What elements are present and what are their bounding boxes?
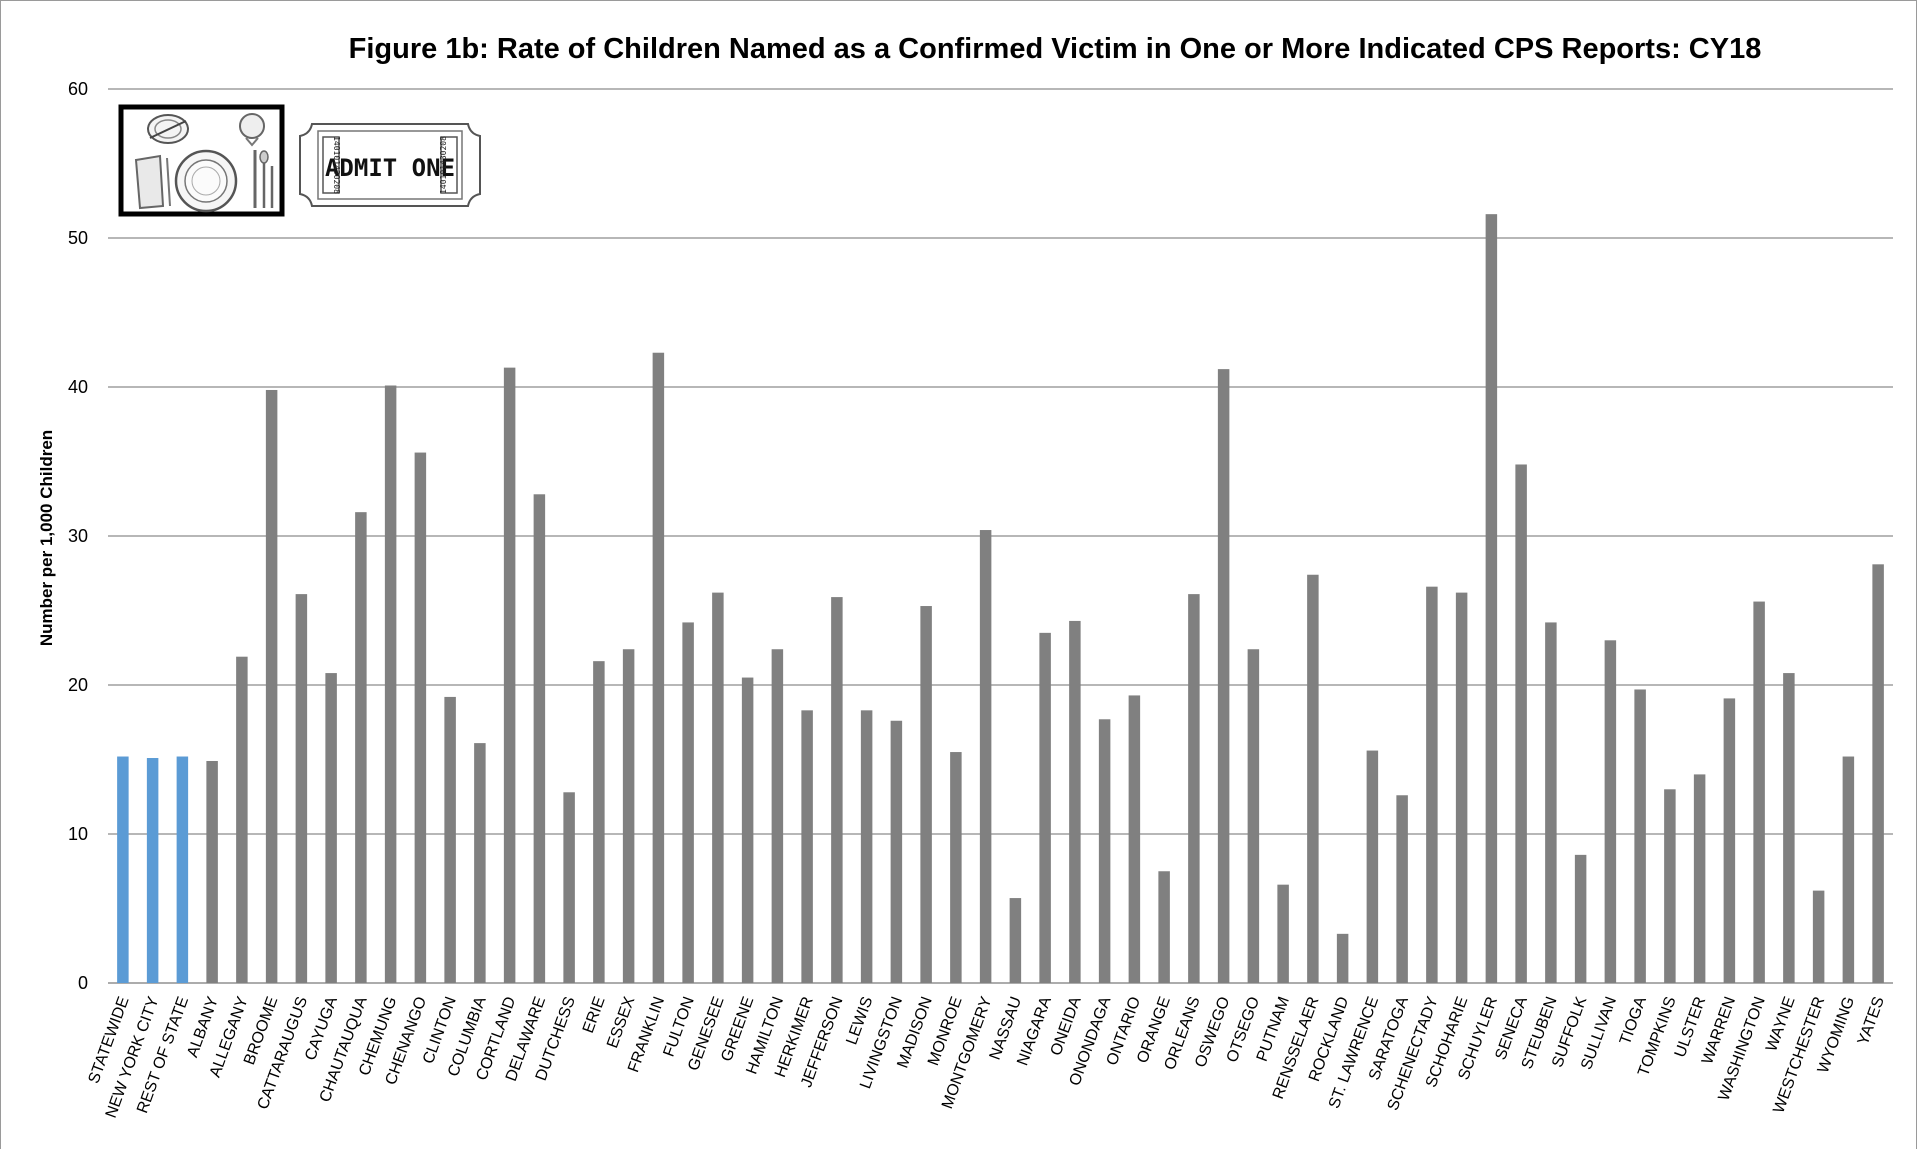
- y-tick-label: 40: [68, 377, 88, 397]
- bar-wyoming: [1842, 756, 1855, 983]
- y-tick-label: 0: [78, 973, 88, 993]
- bar-montgomery: [979, 530, 992, 983]
- bar-schenectady: [1426, 586, 1438, 983]
- bar-genesee: [712, 592, 724, 983]
- bar-rest-of-state: [176, 756, 189, 983]
- bar-chautauqua: [355, 512, 367, 983]
- bar-warren: [1723, 698, 1736, 983]
- bar-westchester: [1812, 890, 1825, 983]
- bar-new-york-city: [146, 758, 159, 983]
- chart-title: Figure 1b: Rate of Children Named as a C…: [349, 33, 1762, 65]
- bar-oswego: [1217, 369, 1230, 983]
- bar-clinton: [444, 696, 456, 983]
- bar-fulton: [682, 622, 694, 983]
- y-tick-label: 20: [68, 675, 88, 695]
- y-tick-label: 10: [68, 824, 88, 844]
- bar-wayne: [1783, 673, 1795, 983]
- bar-ontario: [1128, 695, 1141, 983]
- bar-rockland: [1336, 933, 1349, 983]
- bar-orleans: [1188, 594, 1200, 983]
- ticket-serial-left: 140101430208: [332, 136, 341, 194]
- ticket-text: ADMIT ONE: [325, 154, 455, 182]
- bar-orange: [1158, 871, 1170, 983]
- bar-st-lawrence: [1366, 750, 1379, 983]
- ticket-icon: ADMIT ONE 140101430208 140101430208: [299, 123, 481, 207]
- bar-greene: [741, 677, 754, 983]
- bar-sullivan: [1604, 640, 1617, 983]
- x-tick-label: LEWIS: [843, 995, 876, 1048]
- bar-chenango: [414, 452, 427, 983]
- bar-livingston: [890, 720, 903, 983]
- bar-schuyler: [1485, 214, 1498, 983]
- bar-madison: [920, 606, 932, 983]
- bar-herkimer: [801, 710, 813, 983]
- bar-allegany: [236, 656, 248, 983]
- place-setting-icon: [118, 104, 285, 217]
- x-tick-label: YATES: [1855, 995, 1888, 1048]
- bar-oneida: [1069, 620, 1081, 983]
- bar-broome: [265, 389, 278, 984]
- bar-rensselaer: [1307, 574, 1319, 983]
- ticket-serial-right: 140101430208: [439, 136, 448, 194]
- bar-tompkins: [1664, 789, 1676, 983]
- bar-tioga: [1634, 689, 1646, 983]
- bar-niagara: [1039, 632, 1051, 983]
- bar-putnam: [1277, 884, 1289, 983]
- bar-saratoga: [1396, 795, 1408, 983]
- bar-cortland: [503, 367, 516, 983]
- bar-dutchess: [563, 792, 575, 983]
- bar-nassau: [1009, 898, 1022, 983]
- bar-albany: [206, 760, 218, 983]
- bar-erie: [593, 661, 605, 983]
- y-tick-label: 60: [68, 79, 88, 99]
- bar-schoharie: [1455, 592, 1468, 983]
- bar-statewide: [117, 756, 129, 983]
- bar-cayuga: [325, 673, 337, 983]
- bar-yates: [1872, 564, 1884, 983]
- x-tick-label: ERIE: [580, 995, 609, 1036]
- bar-columbia: [474, 743, 486, 983]
- y-tick-labels: 0 10 20 30 40 50 60: [68, 79, 88, 993]
- y-tick-label: 30: [68, 526, 88, 546]
- bar-hamilton: [771, 649, 784, 983]
- bar-jefferson: [831, 597, 843, 983]
- bar-cattaraugus: [295, 594, 308, 983]
- bar-lewis: [860, 710, 873, 983]
- bar-franklin: [652, 352, 665, 984]
- x-tick-label: TIOGA: [1617, 994, 1650, 1047]
- bar-steuben: [1545, 622, 1557, 983]
- bar-suffolk: [1574, 854, 1587, 983]
- y-axis-label: Number per 1,000 Children: [37, 430, 56, 646]
- x-tick-label: ESSEX: [604, 994, 638, 1050]
- bar-monroe: [950, 752, 962, 983]
- bar-seneca: [1515, 464, 1527, 984]
- bar-onondaga: [1098, 719, 1111, 983]
- bar-essex: [622, 649, 635, 983]
- bar-ulster: [1693, 774, 1706, 983]
- bar-otsego: [1247, 649, 1260, 983]
- bars: [117, 214, 1884, 984]
- bar-chemung: [384, 385, 397, 983]
- y-tick-label: 50: [68, 228, 88, 248]
- bar-delaware: [533, 494, 546, 983]
- bar-washington: [1753, 601, 1765, 983]
- gridlines: [108, 88, 1893, 984]
